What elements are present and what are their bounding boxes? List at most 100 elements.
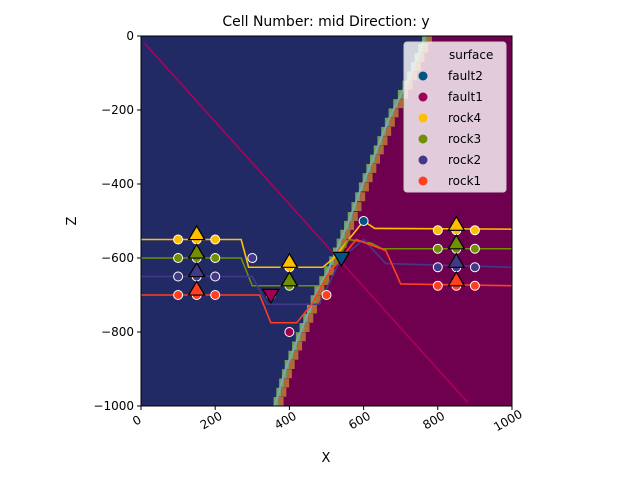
legend-label-fault1: fault1: [448, 90, 483, 104]
mesh-cell-orange: [389, 117, 395, 127]
rock3-orientation-marker: [280, 271, 299, 287]
rock4-orientation-marker: [447, 215, 466, 231]
rock4-point: [210, 234, 221, 245]
x-axis: 0 200 400 600 800 1000: [130, 406, 525, 434]
rock1-orientation-marker: [187, 280, 206, 296]
rock1-contact-line: [141, 238, 512, 324]
mesh-cell-orange: [304, 323, 310, 332]
x-tick-label: 800: [420, 409, 447, 433]
legend-marker-rock1: [418, 176, 428, 186]
y-tick-label: −400: [101, 177, 134, 191]
x-tick-label: 0: [130, 413, 144, 429]
mesh-cell-orange: [300, 332, 306, 342]
x-tick-label: 400: [272, 409, 299, 433]
y-axis: 0 −200 −400 −600 −800 −1000: [93, 29, 141, 413]
mesh-cell-orange: [324, 276, 330, 286]
rock2-point: [432, 262, 443, 273]
rock4-point: [432, 225, 443, 236]
legend-label-rock4: rock4: [448, 111, 481, 125]
mesh-cell-orange: [375, 154, 381, 164]
mesh-cell-orange: [393, 108, 399, 118]
x-tick-label: 200: [198, 409, 225, 433]
hanging-wall-region: [141, 36, 425, 406]
rock2-contact-line: [141, 238, 512, 306]
chart-title: Cell Number: mid Direction: y: [222, 14, 429, 30]
y-axis-label: Z: [65, 216, 80, 225]
legend-marker-rock4: [418, 113, 428, 123]
legend-label-rock2: rock2: [448, 153, 481, 167]
rock4-point: [469, 225, 480, 236]
mesh-cell-orange: [293, 350, 299, 360]
legend-label-rock1: rock1: [448, 174, 481, 188]
rock2-point: [247, 253, 258, 263]
mesh-cell-orange: [319, 286, 325, 295]
rock3-orientation-marker: [447, 234, 466, 250]
mesh-cell-orange: [378, 145, 384, 155]
mesh-cell-orange: [398, 99, 404, 109]
mesh-cell-orange: [341, 238, 347, 248]
legend-marker-fault2: [418, 71, 428, 81]
x-tick-label: 600: [346, 409, 373, 433]
rock3-point: [469, 243, 480, 254]
rock2-point: [469, 262, 480, 273]
mesh-cell-orange: [311, 304, 317, 314]
mesh-cell-orange: [356, 202, 362, 212]
y-tick-label: −800: [101, 325, 134, 339]
rock2-orientation-marker: [187, 261, 206, 278]
mesh-cell-orange: [426, 36, 432, 44]
rock1-point: [210, 290, 221, 300]
mesh-cell-orange: [308, 313, 314, 323]
legend-label-fault2: fault2: [448, 69, 483, 83]
rock3-point: [432, 243, 443, 254]
mesh-cell-orange: [284, 378, 290, 388]
rock1-orientation-marker: [447, 271, 466, 287]
rock2-point: [210, 271, 221, 282]
mesh-cell-orange: [281, 387, 287, 397]
mesh-cell-orange: [315, 295, 321, 305]
fault1-trace: [144, 42, 469, 403]
y-tick-label: −1000: [93, 399, 134, 413]
plot-frame: [140, 35, 513, 407]
rock4-orientation-marker: [187, 224, 206, 241]
legend-marker-rock3: [418, 134, 428, 144]
rock1-point: [173, 290, 184, 300]
y-tick-label: −200: [101, 103, 134, 117]
rock1-point: [321, 290, 332, 300]
rock4-contact-line: [141, 219, 512, 269]
legend-marker-fault1: [418, 92, 428, 102]
mesh-cell-orange: [289, 360, 295, 369]
mesh-cell-orange: [286, 369, 292, 379]
rock3-point: [173, 253, 184, 263]
legend-box: [403, 41, 507, 193]
mesh-cell-orange: [360, 192, 366, 202]
fault1-point: [284, 327, 295, 337]
x-axis-label: X: [322, 451, 331, 466]
rock2-point: [173, 271, 184, 282]
mesh-cell-orange: [278, 397, 284, 406]
y-tick-label: −600: [101, 251, 134, 265]
rock1-point: [469, 280, 480, 291]
legend: surface fault2 fault1 rock4 rock3 rock2 rock1: [403, 41, 507, 193]
mesh-cell-orange: [371, 163, 377, 173]
mesh-cell-orange: [367, 173, 373, 183]
rock2-orientation-marker: [447, 252, 466, 268]
rock3-point: [210, 253, 221, 263]
mesh-cell-orange: [363, 182, 369, 192]
fault2-orientation-marker: [332, 251, 351, 268]
mesh-cell-orange: [386, 126, 392, 136]
mesh-cell-orange: [349, 220, 355, 230]
x-tick-label: 1000: [491, 407, 524, 434]
legend-title: surface: [449, 48, 493, 62]
rock4-orientation-marker: [280, 252, 299, 268]
fault1-orientation-marker: [261, 288, 280, 305]
legend-label-rock3: rock3: [448, 132, 481, 146]
fault2-point: [358, 216, 369, 226]
rock1-point: [432, 280, 443, 291]
mesh-cell-orange: [382, 136, 388, 146]
mesh-cell-orange: [345, 229, 351, 239]
rock4-point: [173, 234, 184, 245]
y-tick-label: 0: [126, 29, 134, 43]
rock3-orientation-marker: [187, 243, 206, 259]
mesh-cell-orange: [352, 212, 358, 221]
